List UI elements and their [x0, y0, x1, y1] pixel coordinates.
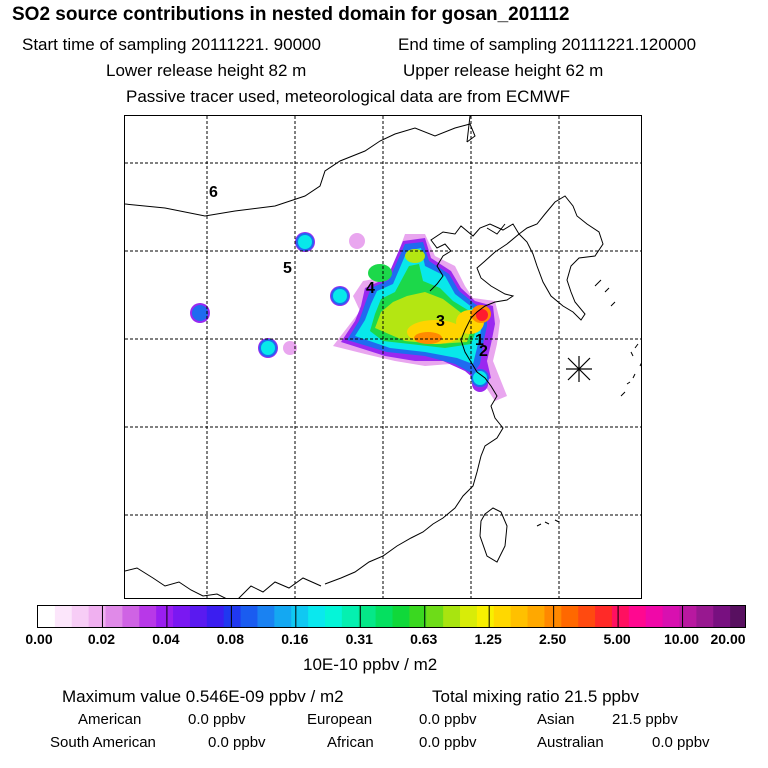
graticule [125, 116, 641, 598]
colorbar-swatch [38, 606, 56, 627]
colorbar-tick-label: 0.02 [87, 631, 116, 647]
colorbar-swatch [611, 606, 630, 627]
colorbar-swatch [730, 606, 745, 627]
colorbar-swatch [308, 606, 326, 627]
colorbar-tick-label: 5.00 [603, 631, 631, 647]
colorbar-swatch [460, 606, 478, 627]
max-value: Maximum value 0.546E-09 ppbv / m2 [62, 687, 344, 706]
plot-title: SO2 source contributions in nested domai… [12, 4, 570, 25]
colorbar-tick-label: 2.50 [539, 631, 567, 647]
start-time: Start time of sampling 20111221. 90000 [22, 35, 321, 54]
colorbar-swatch [139, 606, 157, 627]
south-american-label: South American [50, 734, 156, 751]
colorbar-swatch [645, 606, 664, 627]
source-label-4: 4 [366, 280, 375, 297]
colorbar-tick-label: 0.08 [216, 631, 244, 647]
colorbar-swatch [493, 606, 512, 627]
colorbar-swatch [173, 606, 191, 627]
upper-release-height: Upper release height 62 m [403, 61, 604, 80]
european-label: European [307, 711, 373, 728]
colorbar-tick-label: 0.63 [410, 631, 438, 647]
australian-label: Australian [537, 734, 604, 751]
total-mixing-ratio: Total mixing ratio 21.5 ppbv [432, 687, 639, 706]
colorbar-swatch [409, 606, 427, 627]
source-label-3: 3 [436, 313, 445, 330]
colorbar-swatch [527, 606, 546, 627]
source-label-6: 6 [209, 184, 218, 201]
colorbar-swatch [426, 606, 444, 627]
south-american-value: 0.0 ppbv [208, 734, 266, 751]
colorbar-swatch [510, 606, 529, 627]
concentration-plume [190, 232, 507, 401]
colorbar-swatch [375, 606, 394, 627]
american-value: 0.0 ppbv [188, 711, 246, 728]
lower-release-height: Lower release height 82 m [106, 61, 307, 80]
african-value: 0.0 ppbv [419, 734, 477, 751]
colorbar-swatch [122, 606, 140, 627]
colorbar-swatch [561, 606, 579, 627]
colorbar-swatch [291, 606, 309, 627]
tracer-note: Passive tracer used, meteorological data… [126, 87, 571, 106]
colorbar-swatch [105, 606, 123, 627]
colorbar-swatch [341, 606, 360, 627]
asian-value: 21.5 ppbv [612, 711, 678, 728]
colorbar-swatch [443, 606, 461, 627]
african-label: African [327, 734, 374, 751]
map-panel: 6 5 4 3 1 2 [124, 115, 642, 599]
end-time: End time of sampling 20111221.120000 [398, 35, 697, 54]
colorbar-tick-label: 0.31 [345, 631, 373, 647]
european-value: 0.0 ppbv [419, 711, 477, 728]
map-canvas [125, 116, 641, 598]
colorbar-swatch [257, 606, 275, 627]
colorbar-swatch [324, 606, 343, 627]
source-label-5: 5 [283, 260, 292, 277]
colorbar-swatch [696, 606, 714, 627]
colorbar-swatch [679, 606, 697, 627]
colorbar-swatch [206, 606, 225, 627]
colorbar-swatch [578, 606, 596, 627]
colorbar-swatch [240, 606, 259, 627]
colorbar-swatch [223, 606, 242, 627]
source-label-1: 1 [475, 332, 484, 349]
colorbar-swatch [54, 606, 73, 627]
colorbar-tick-label: 0.04 [152, 631, 180, 647]
source-label-2: 2 [479, 343, 488, 360]
coastlines [125, 116, 641, 598]
colorbar-swatch [189, 606, 208, 627]
american-label: American [78, 711, 142, 728]
colorbar-swatch [662, 606, 681, 627]
colorbar-unit: 10E-10 ppbv / m2 [303, 655, 438, 674]
colorbar-swatch [392, 606, 410, 627]
colorbar-swatch [595, 606, 613, 627]
colorbar-swatch [274, 606, 292, 627]
colorbar-swatch [71, 606, 90, 627]
asian-label: Asian [537, 711, 575, 728]
colorbar-swatch [88, 606, 107, 627]
colorbar [37, 605, 746, 628]
plume-red [476, 309, 488, 321]
colorbar-swatch [156, 606, 174, 627]
colorbar-tick-label: 0.00 [25, 631, 53, 647]
colorbar-swatch [713, 606, 731, 627]
colorbar-canvas [38, 606, 745, 627]
colorbar-tick-label: 10.00 [664, 631, 700, 647]
colorbar-swatch [476, 606, 495, 627]
asterisk-icon [566, 356, 592, 382]
australian-value: 0.0 ppbv [652, 734, 710, 751]
colorbar-tick-label: 0.16 [281, 631, 309, 647]
colorbar-swatch [628, 606, 647, 627]
colorbar-tick-label: 1.25 [474, 631, 502, 647]
colorbar-tick-label: 20.00 [710, 631, 746, 647]
colorbar-swatch [358, 606, 377, 627]
